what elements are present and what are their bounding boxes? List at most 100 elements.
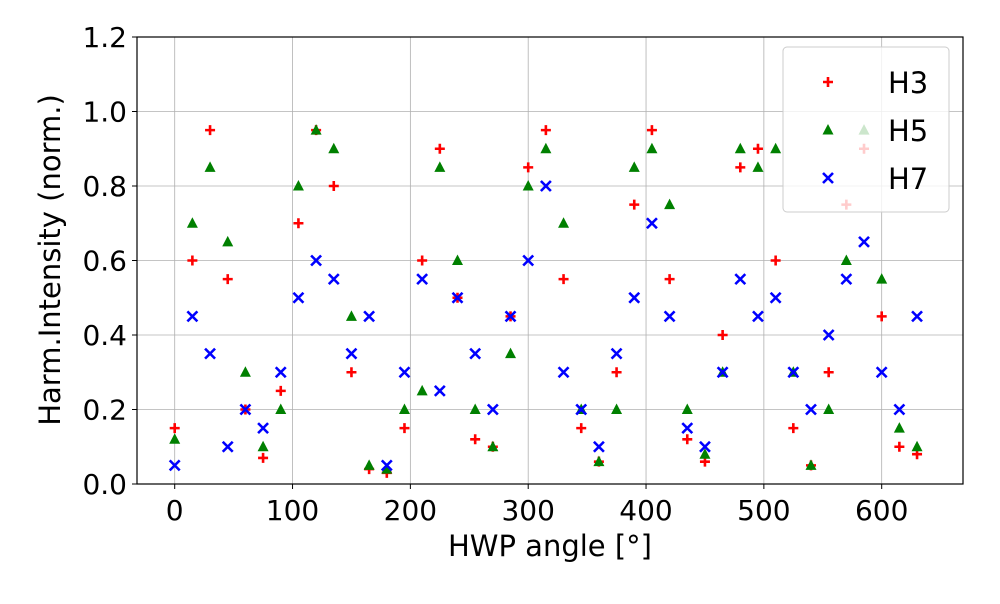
point <box>893 422 905 433</box>
point <box>875 366 888 379</box>
point <box>204 347 216 360</box>
point <box>469 347 482 360</box>
point <box>840 254 852 265</box>
x-tick-label: 300 <box>501 494 554 527</box>
point <box>575 403 588 416</box>
x-tick-label: 500 <box>737 494 790 527</box>
point <box>310 254 323 267</box>
point <box>186 310 199 323</box>
point <box>840 273 853 286</box>
point <box>540 125 551 136</box>
point <box>398 366 411 379</box>
point <box>628 291 641 304</box>
point <box>894 441 905 452</box>
point <box>487 440 499 452</box>
point <box>629 199 640 210</box>
point <box>469 403 481 414</box>
point <box>239 366 251 377</box>
point <box>292 180 304 191</box>
point <box>187 255 198 266</box>
point <box>717 330 728 340</box>
point <box>769 291 782 304</box>
point <box>186 217 198 228</box>
point <box>275 403 287 414</box>
x-tick-label: 600 <box>855 494 908 527</box>
x-tick-label: 0 <box>166 494 184 527</box>
y-tick-label: 0.2 <box>82 394 127 427</box>
point <box>310 124 322 135</box>
point <box>346 367 357 378</box>
point <box>788 423 799 434</box>
point <box>293 218 304 229</box>
point <box>275 385 286 396</box>
point <box>822 172 834 184</box>
point <box>257 422 269 435</box>
point <box>752 143 763 154</box>
point <box>504 310 517 323</box>
point <box>557 366 570 379</box>
point <box>893 403 906 416</box>
point <box>523 162 534 173</box>
point <box>681 403 693 414</box>
point <box>699 448 711 459</box>
point <box>734 142 746 154</box>
point <box>221 440 234 453</box>
point <box>664 274 675 285</box>
point <box>592 440 605 453</box>
point <box>222 274 233 285</box>
point <box>681 422 694 435</box>
point <box>222 235 234 247</box>
point <box>876 311 887 322</box>
point <box>168 459 181 472</box>
point <box>328 142 340 154</box>
point <box>274 366 287 379</box>
point <box>327 273 340 286</box>
point <box>417 255 428 266</box>
legend-label: H3 <box>888 66 928 100</box>
points <box>168 124 923 478</box>
x-tick-label: 100 <box>266 494 319 527</box>
point <box>610 347 623 360</box>
x-axis-label: HWP angle [°] <box>448 529 652 563</box>
point <box>822 124 834 135</box>
point <box>699 440 711 453</box>
point <box>628 161 640 172</box>
point <box>416 384 428 396</box>
point <box>770 142 782 154</box>
point <box>363 459 375 470</box>
point <box>416 273 429 286</box>
point <box>822 329 835 341</box>
point <box>258 452 269 463</box>
y-tick-label: 1.2 <box>82 21 127 54</box>
ticks: 0 100 200 300 400 500 600 0.0 0.2 0.4 0.6 0.8 1.0 1.2 <box>82 21 908 527</box>
point <box>452 254 464 265</box>
point <box>823 403 835 414</box>
point <box>470 434 481 445</box>
point <box>434 161 446 172</box>
point <box>239 403 252 416</box>
point <box>558 217 570 228</box>
y-tick-label: 0.0 <box>82 468 127 501</box>
point <box>486 403 499 416</box>
y-tick-label: 0.6 <box>82 245 127 278</box>
point <box>876 273 888 284</box>
point <box>292 291 305 304</box>
point <box>257 440 269 452</box>
point <box>611 403 623 414</box>
point <box>169 433 181 444</box>
y-tick-label: 0.8 <box>82 170 127 203</box>
point <box>805 459 817 470</box>
point <box>169 423 180 434</box>
point <box>823 367 834 378</box>
point <box>682 434 693 445</box>
legend: H3 H5 H7 <box>782 46 950 213</box>
legend-label: H7 <box>888 162 928 196</box>
point <box>522 180 534 191</box>
point <box>433 384 446 397</box>
point <box>911 310 923 323</box>
point <box>611 367 622 378</box>
y-tick-label: 0.4 <box>82 319 127 352</box>
point <box>805 403 817 416</box>
point <box>911 440 923 452</box>
